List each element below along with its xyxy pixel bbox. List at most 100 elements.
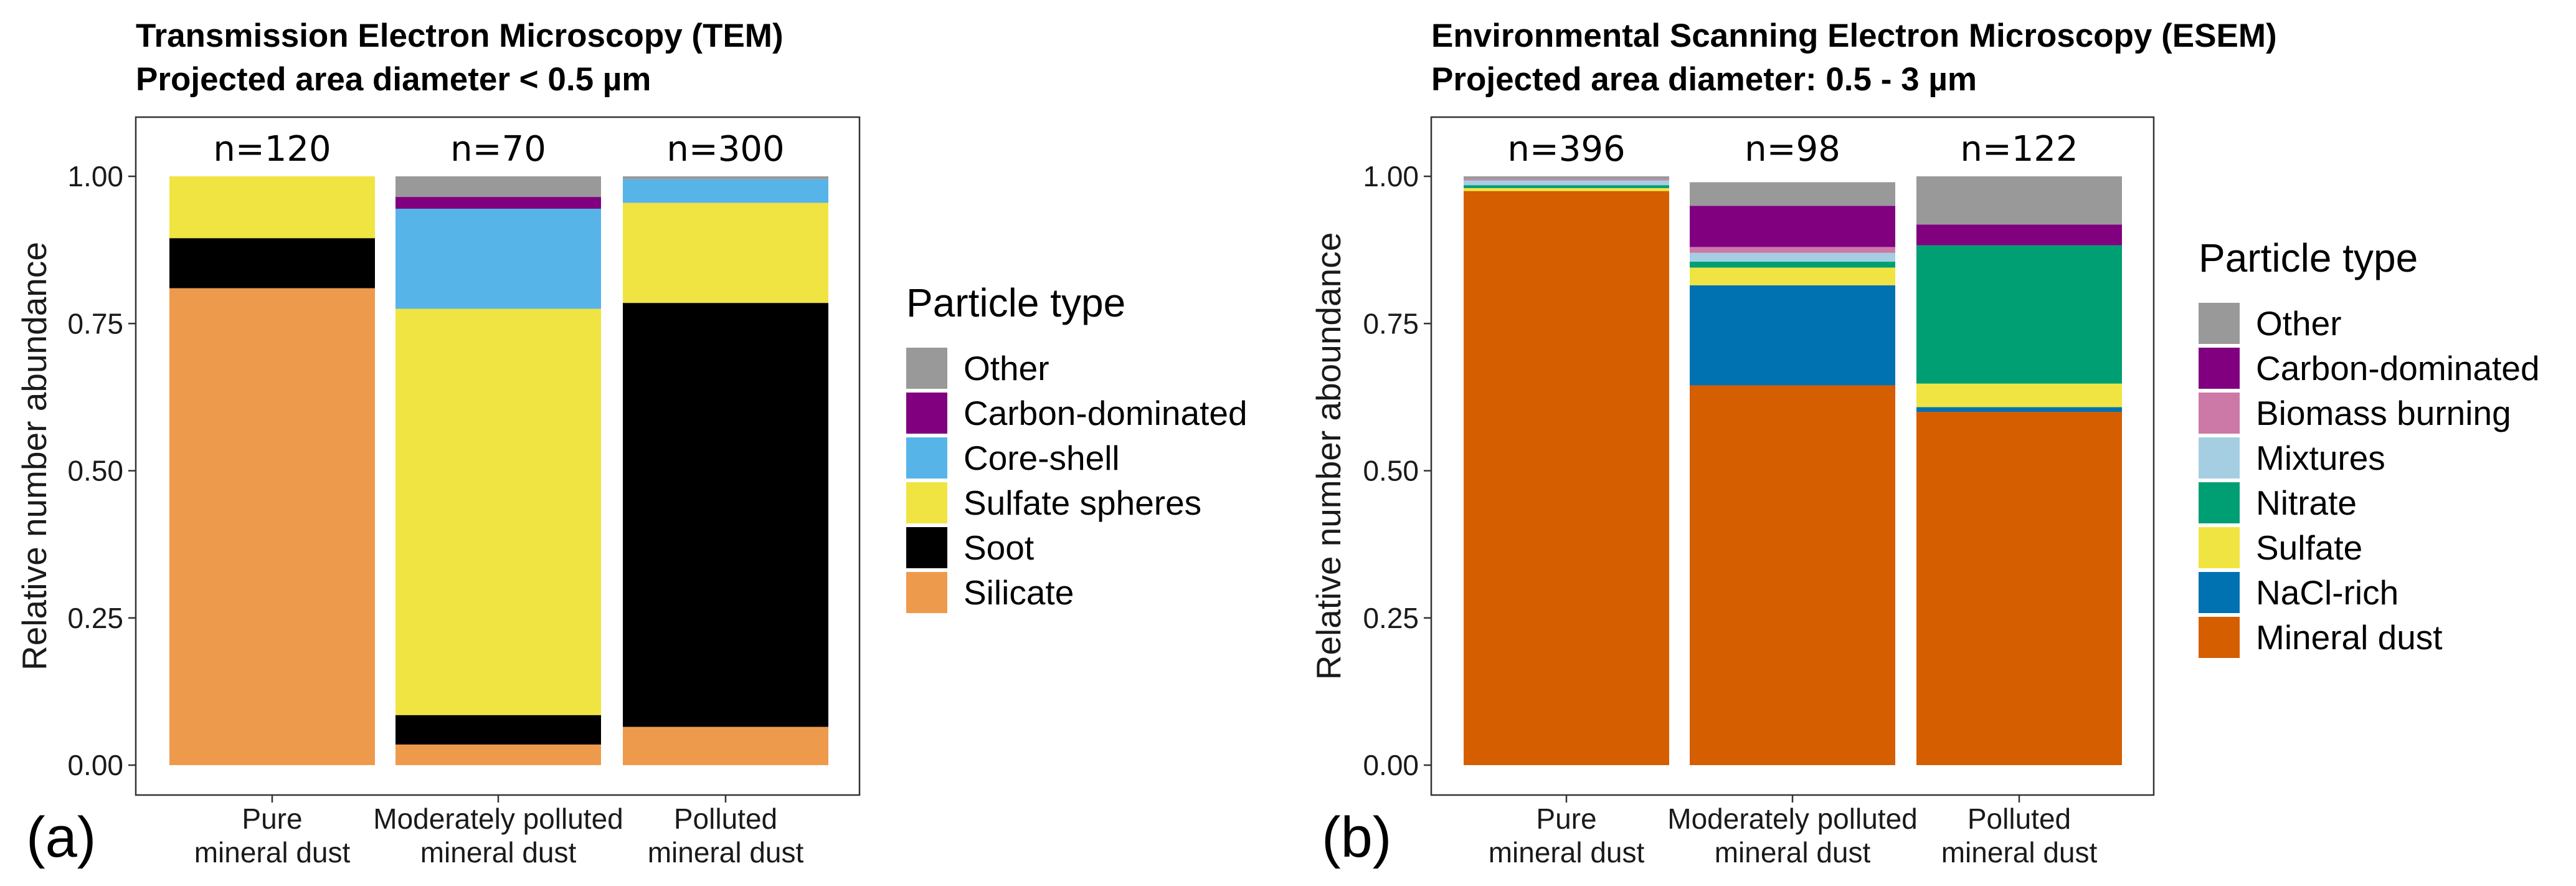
bar-segment bbox=[1916, 176, 2122, 225]
legend-swatch bbox=[2199, 437, 2240, 479]
bar-segment bbox=[1690, 247, 1895, 253]
bar-segment bbox=[623, 179, 828, 203]
y-axis-label: Relative number abundance bbox=[15, 242, 54, 670]
sample-size-label: n=300 bbox=[666, 129, 784, 169]
legend-label: Mineral dust bbox=[2256, 618, 2443, 657]
bar-segment bbox=[1690, 252, 1895, 262]
y-tick-label: 0.50 bbox=[67, 455, 123, 487]
bar-segment bbox=[1916, 412, 2122, 765]
y-tick-label: 0.25 bbox=[67, 602, 123, 634]
legend-title: Particle type bbox=[906, 280, 1125, 325]
y-tick-label: 0.75 bbox=[67, 307, 123, 340]
bar-segment bbox=[1690, 262, 1895, 268]
bar-segment bbox=[1464, 191, 1669, 765]
legend-swatch bbox=[906, 437, 947, 479]
chart-title-line: Environmental Scanning Electron Microsco… bbox=[1431, 17, 2277, 54]
y-tick-label: 0.75 bbox=[1363, 307, 1419, 340]
legend-label: Nitrate bbox=[2256, 483, 2357, 522]
y-axis-label: Relative number aboundance bbox=[1309, 232, 1348, 680]
x-tick-label: Pure bbox=[1536, 803, 1596, 835]
bar-segment bbox=[1916, 383, 2122, 407]
legend-label: Core-shell bbox=[964, 439, 1120, 477]
bar-segment bbox=[623, 303, 828, 727]
legend-label: Silicate bbox=[964, 573, 1074, 612]
bar-segment bbox=[623, 726, 828, 765]
legend-label: Sulfate spheres bbox=[964, 483, 1201, 522]
bar-segment bbox=[1690, 206, 1895, 247]
bar-segment bbox=[395, 197, 601, 209]
y-tick-label: 0.50 bbox=[1363, 455, 1419, 487]
bar-segment bbox=[1916, 407, 2122, 412]
legend-swatch bbox=[2199, 572, 2240, 613]
y-tick-label: 1.00 bbox=[67, 160, 123, 193]
legend-label: Carbon-dominated bbox=[964, 394, 1248, 432]
legend-label: Mixtures bbox=[2256, 439, 2385, 477]
x-tick-label: mineral dust bbox=[1489, 836, 1645, 869]
bar-segment bbox=[1690, 182, 1895, 206]
bar-segment bbox=[395, 176, 601, 198]
bar-segment bbox=[1916, 245, 2122, 384]
bar-segment bbox=[1690, 285, 1895, 386]
sample-size-label: n=120 bbox=[213, 129, 331, 169]
x-tick-label: mineral dust bbox=[420, 836, 577, 869]
bar-segment bbox=[395, 308, 601, 715]
legend-swatch bbox=[906, 572, 947, 613]
x-tick-label: mineral dust bbox=[1715, 836, 1871, 869]
panel-label: (b) bbox=[1322, 806, 1391, 869]
bar-segment bbox=[1690, 385, 1895, 765]
chart-panel-b: Environmental Scanning Electron Microsco… bbox=[1309, 17, 2540, 869]
bar-segment bbox=[169, 288, 375, 765]
bar-segment bbox=[169, 238, 375, 288]
legend-swatch bbox=[2199, 303, 2240, 344]
chart-title-line: Transmission Electron Microscopy (TEM) bbox=[136, 17, 784, 54]
x-tick-label: mineral dust bbox=[648, 836, 804, 869]
bar-segment bbox=[1916, 224, 2122, 245]
y-tick-label: 0.25 bbox=[1363, 602, 1419, 634]
x-tick-label: Moderately polluted bbox=[1667, 803, 1917, 835]
bar-segment bbox=[169, 176, 375, 239]
legend-label: Other bbox=[964, 349, 1049, 388]
bar-segment bbox=[1464, 179, 1669, 181]
legend-swatch bbox=[2199, 527, 2240, 568]
bar-segment bbox=[395, 744, 601, 765]
bar-segment bbox=[1464, 188, 1669, 191]
sample-size-label: n=122 bbox=[1960, 129, 2078, 169]
y-tick-label: 0.00 bbox=[67, 749, 123, 781]
bar-segment bbox=[1464, 185, 1669, 188]
bar-segment bbox=[1464, 176, 1669, 179]
chart-title-line: Projected area diameter: 0.5 - 3 µm bbox=[1431, 61, 1977, 98]
legend-label: Other bbox=[2256, 304, 2342, 343]
sample-size-label: n=98 bbox=[1745, 129, 1840, 169]
legend-swatch bbox=[2199, 617, 2240, 658]
legend-title: Particle type bbox=[2199, 236, 2418, 280]
chart-panel-a: Transmission Electron Microscopy (TEM) Pr… bbox=[15, 17, 1248, 869]
bar-segment bbox=[623, 202, 828, 303]
y-tick-label: 1.00 bbox=[1363, 160, 1419, 193]
sample-size-label: n=396 bbox=[1507, 129, 1625, 169]
x-tick-label: Pure bbox=[242, 803, 302, 835]
legend-label: Carbon-dominated bbox=[2256, 349, 2540, 388]
legend-swatch bbox=[2199, 393, 2240, 434]
x-tick-label: Polluted bbox=[674, 803, 777, 835]
x-tick-label: Moderately polluted bbox=[373, 803, 623, 835]
legend-label: Soot bbox=[964, 528, 1034, 567]
legend-swatch bbox=[906, 527, 947, 568]
legend-swatch bbox=[2199, 348, 2240, 389]
x-tick-label: mineral dust bbox=[194, 836, 351, 869]
legend-swatch bbox=[906, 482, 947, 523]
sample-size-label: n=70 bbox=[450, 129, 546, 169]
bar-segment bbox=[1464, 180, 1669, 186]
x-tick-label: Polluted bbox=[1968, 803, 2071, 835]
y-tick-label: 0.00 bbox=[1363, 749, 1419, 781]
legend-swatch bbox=[2199, 482, 2240, 523]
legend-swatch bbox=[906, 348, 947, 389]
chart-title-line: Projected area diameter < 0.5 µm bbox=[136, 61, 651, 98]
legend-label: Sulfate bbox=[2256, 528, 2362, 567]
bar-segment bbox=[1690, 267, 1895, 285]
legend-label: NaCl-rich bbox=[2256, 573, 2398, 612]
panel-label: (a) bbox=[26, 806, 96, 869]
bar-segment bbox=[395, 715, 601, 745]
legend-swatch bbox=[906, 393, 947, 434]
bar-segment bbox=[395, 208, 601, 309]
